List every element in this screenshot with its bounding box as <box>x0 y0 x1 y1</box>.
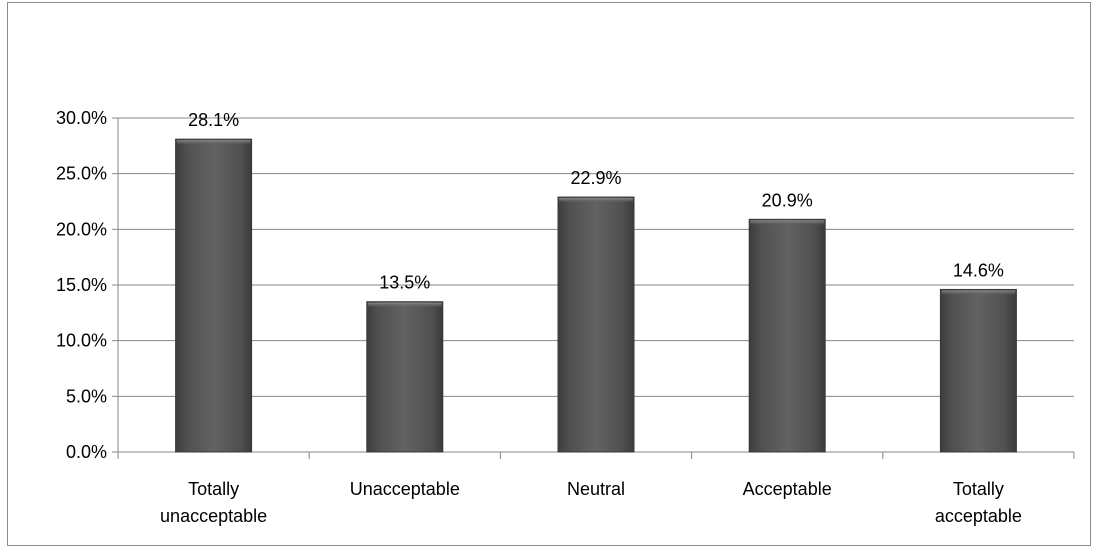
bar-highlight <box>941 290 1016 296</box>
y-tick-label: 25.0% <box>56 164 107 184</box>
y-tick-label: 20.0% <box>56 219 107 239</box>
bar <box>939 288 1017 453</box>
bar-highlight <box>176 140 251 146</box>
x-category-label: Unacceptable <box>350 479 460 499</box>
data-label: 28.1% <box>188 110 239 130</box>
y-tick-label: 0.0% <box>66 442 107 462</box>
x-category-label: Neutral <box>567 479 625 499</box>
bar <box>366 301 444 453</box>
x-category-label: Totally <box>188 479 239 499</box>
x-category-label: unacceptable <box>160 506 267 526</box>
y-tick-label: 30.0% <box>56 108 107 128</box>
y-tick-label: 15.0% <box>56 275 107 295</box>
data-label: 14.6% <box>953 260 1004 280</box>
bar-group <box>557 196 635 453</box>
bar-group <box>939 288 1017 453</box>
x-category-label: acceptable <box>935 506 1022 526</box>
bar-highlight <box>559 198 633 204</box>
y-tick-label: 5.0% <box>66 386 107 406</box>
bar-highlight <box>367 302 442 308</box>
data-label: 22.9% <box>570 168 621 188</box>
bar <box>175 138 253 453</box>
x-category-label: Totally <box>953 479 1004 499</box>
bar-group <box>175 138 253 453</box>
bar <box>748 218 826 453</box>
x-category-label: Acceptable <box>743 479 832 499</box>
bar-highlight <box>750 220 825 226</box>
data-label: 20.9% <box>762 190 813 210</box>
bar-group <box>748 218 826 453</box>
labels: 0.0% 5.0% 10.0% 15.0% 20.0% 25.0% 30.0% 28.1% To… <box>56 108 1022 526</box>
data-label: 13.5% <box>379 273 430 293</box>
gridlines <box>118 117 1074 397</box>
y-tick-label: 10.0% <box>56 331 107 351</box>
bars <box>175 138 1017 453</box>
bar <box>557 196 635 453</box>
bar-group <box>366 301 444 453</box>
